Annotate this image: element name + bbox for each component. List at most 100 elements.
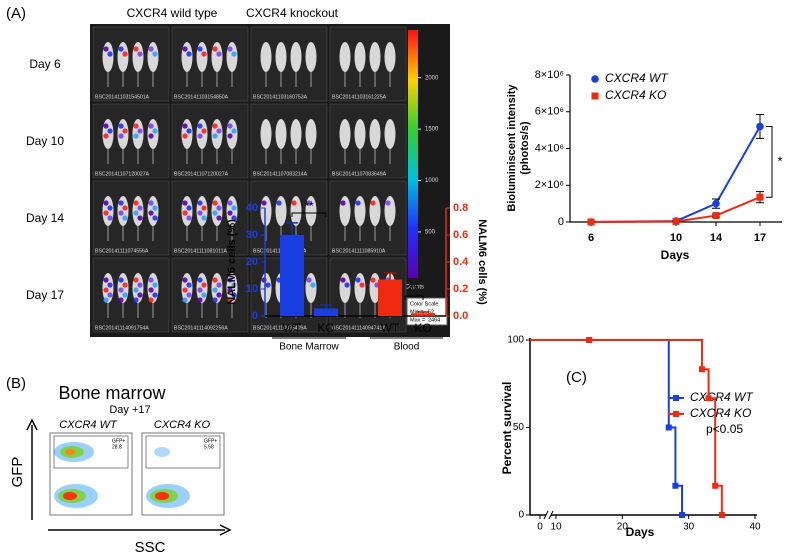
image-id: BSC20141111081011A [174, 248, 228, 254]
signal [148, 123, 154, 129]
mouse [369, 196, 381, 226]
mouse [339, 196, 351, 226]
gate-label: GFP+ [204, 438, 217, 444]
x-tick-label: 10 [550, 522, 562, 533]
x-tick-label: 14 [710, 232, 723, 244]
data-point [672, 217, 680, 225]
signal [261, 277, 267, 283]
signal [340, 200, 346, 206]
signal [103, 297, 109, 303]
step-line [675, 484, 684, 515]
bar [280, 235, 304, 316]
mouse [354, 119, 366, 149]
signal [122, 51, 128, 57]
signal [227, 210, 233, 216]
y2-tick-label: 0.2 [453, 283, 468, 295]
mouse [339, 42, 351, 72]
panel-label: (B) [6, 375, 26, 392]
signal [231, 282, 237, 288]
signal [118, 297, 124, 303]
step-line [668, 426, 677, 486]
signal [197, 46, 203, 52]
flow-density [54, 442, 190, 508]
mouse [181, 196, 193, 226]
x-tick-label: 20 [617, 522, 629, 533]
day-label: Day 17 [26, 288, 64, 302]
mouse [117, 42, 129, 72]
legend-marker [591, 92, 599, 100]
signal [148, 210, 154, 216]
signal [370, 200, 376, 206]
signal [197, 123, 203, 129]
image-id: BSC20141111085910A [332, 248, 386, 254]
mouse [354, 42, 366, 72]
signal [122, 292, 128, 298]
legend-label: CXCR4 WT [690, 390, 754, 404]
y2-tick-label: 0.6 [453, 229, 468, 241]
signal [107, 51, 113, 57]
axis [569, 75, 782, 223]
mouse [181, 42, 193, 72]
significance-bracket [404, 295, 424, 300]
panel-label: (C) [566, 369, 587, 386]
x-tick-label: 0 [537, 522, 543, 533]
axis-label: GFP [9, 457, 26, 488]
y-tick-label: 40 [246, 202, 258, 214]
gate [145, 435, 221, 469]
mouse [260, 42, 272, 72]
y-axis-label: NALM6 cells (%) [226, 219, 238, 305]
signal [103, 133, 109, 139]
signal [133, 287, 139, 293]
signal [197, 287, 203, 293]
data-point [756, 122, 764, 131]
colorbar [408, 30, 418, 278]
mouse [117, 119, 129, 149]
signal [340, 277, 346, 283]
mouse [339, 119, 351, 149]
panel-label: (A) [6, 5, 26, 22]
mouse [290, 119, 302, 149]
signal [359, 282, 365, 288]
bar [411, 313, 435, 316]
image-id: BSC20141107120027A [95, 171, 150, 177]
signal [137, 128, 143, 134]
flow-title: CXCR4 WT [59, 419, 118, 431]
signal [231, 128, 237, 134]
signal [103, 200, 109, 206]
y-axis-label: Bioluminiscent intensity [506, 84, 518, 212]
color-scale-max: 2464 [428, 317, 440, 323]
signal [133, 210, 139, 216]
colorbar-tick-label: 1000 [425, 178, 439, 184]
mouse [305, 42, 317, 72]
legend-marker [673, 395, 679, 401]
mouse [211, 119, 223, 149]
mouse [132, 42, 144, 72]
signal [103, 277, 109, 283]
y2-tick-label: 0.0 [453, 310, 468, 322]
signal [216, 128, 222, 134]
y2-tick-label: 0.4 [453, 256, 469, 268]
y-axis-label: Percent survival [500, 382, 514, 475]
image-id: BSC20141103161225A [332, 94, 387, 100]
y-tick-label: 6×10⁶ [535, 106, 564, 118]
x-tick-label: WT [381, 321, 400, 335]
image-id: BSC20141103154501A [95, 94, 150, 100]
image-id: BSC20141114095409A [253, 325, 307, 331]
signal [152, 282, 158, 288]
mouse [196, 42, 208, 72]
x-axis-label: Days [626, 525, 655, 539]
group-label: Bone Marrow [279, 342, 339, 353]
signal [118, 210, 124, 216]
image-id: BSC20141107120027A [174, 171, 229, 177]
x-tick-label: KO [414, 321, 431, 335]
x-tick-label: 6 [588, 232, 594, 244]
signal [186, 51, 192, 57]
signal [201, 282, 207, 288]
signal [212, 287, 218, 293]
x-tick-label: KO [317, 321, 334, 335]
signal [186, 282, 192, 288]
signal [227, 133, 233, 139]
y-tick-label: 0 [558, 216, 564, 228]
